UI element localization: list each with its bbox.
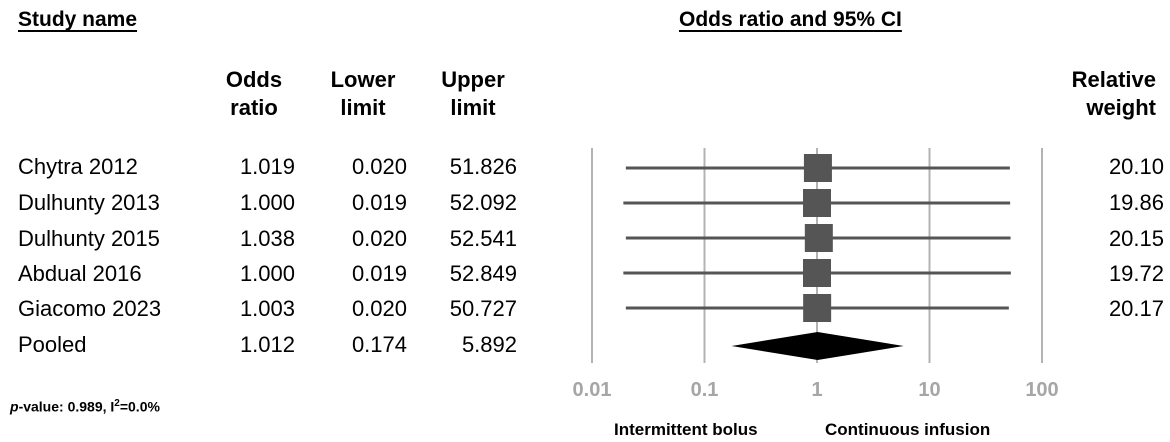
upper-limit-header: Upper limit (428, 66, 518, 122)
favors-left-label: Intermittent bolus (614, 420, 758, 439)
upper-limit-value: 51.826 (449, 154, 517, 179)
lower-limit-value: 0.020 (351, 154, 407, 179)
upper-limit-header-line1: Upper (441, 67, 505, 92)
plot-title: Odds ratio and 95% CI (679, 8, 902, 31)
lower-limit-value: 0.020 (351, 226, 407, 251)
pooled-diamond (731, 332, 904, 360)
lower-limit-header-line2: limit (340, 95, 386, 120)
odds-ratio-value: 1.019 (239, 154, 295, 179)
study-label: Dulhunty 2013 (18, 190, 160, 215)
study-label: Giacomo 2023 (18, 296, 162, 321)
study-label: Abdual 2016 (18, 261, 142, 286)
p-value-text: -value: 0.989, I (18, 398, 115, 415)
relative-weight-value: 20.17 (1108, 296, 1164, 321)
x-tick-label: 0.01 (573, 379, 612, 401)
i2-superscript: 2 (114, 398, 120, 409)
heterogeneity-stats: p-value: 0.989, I2=0.0% (10, 398, 160, 415)
upper-limit-header-line2: limit (450, 95, 496, 120)
study-label: Pooled (18, 332, 87, 357)
relative-weight-header: Relative weight (1040, 66, 1156, 122)
odds-ratio-value: 1.000 (239, 190, 295, 215)
lower-limit-value: 0.019 (351, 190, 407, 215)
odds-ratio-header: Odds ratio (214, 66, 294, 122)
upper-limit-value: 52.092 (449, 190, 517, 215)
relative-weight-value: 20.10 (1108, 154, 1164, 179)
odds-ratio-value: 1.000 (239, 261, 295, 286)
odds-ratio-header-line1: Odds (225, 67, 283, 92)
study-marker (803, 189, 831, 217)
study-marker (803, 259, 831, 287)
study-marker (803, 154, 832, 182)
odds-ratio-header-line2: ratio (230, 95, 278, 120)
upper-limit-value: 52.849 (449, 261, 517, 286)
odds-ratio-value: 1.012 (239, 332, 295, 357)
x-tick-label: 0.1 (691, 379, 719, 401)
relative-weight-value: 19.72 (1108, 261, 1164, 286)
lower-limit-value: 0.020 (351, 296, 407, 321)
lower-limit-header: Lower limit (318, 66, 408, 122)
i2-value-text: =0.0% (119, 398, 160, 415)
study-label: Chytra 2012 (18, 154, 138, 179)
study-marker (803, 294, 832, 322)
lower-limit-value: 0.174 (351, 332, 407, 357)
x-tick-label: 100 (1025, 379, 1058, 401)
upper-limit-value: 52.541 (449, 226, 517, 251)
upper-limit-value: 5.892 (461, 332, 517, 357)
favors-right-label: Continuous infusion (825, 420, 991, 439)
x-tick-label: 10 (918, 379, 940, 401)
odds-ratio-value: 1.038 (239, 226, 295, 251)
study-name-header: Study name (18, 8, 138, 31)
p-italic: p (10, 398, 19, 415)
odds-ratio-value: 1.003 (239, 296, 295, 321)
lower-limit-header-line1: Lower (330, 67, 396, 92)
study-label: Dulhunty 2015 (18, 226, 160, 251)
study-marker (804, 224, 833, 252)
relative-weight-value: 19.86 (1108, 190, 1164, 215)
relative-weight-header-line2: weight (1086, 95, 1156, 120)
relative-weight-value: 20.15 (1108, 226, 1164, 251)
x-tick-label: 1 (811, 379, 822, 401)
upper-limit-value: 50.727 (449, 296, 517, 321)
lower-limit-value: 0.019 (351, 261, 407, 286)
relative-weight-header-line1: Relative (1071, 67, 1156, 92)
